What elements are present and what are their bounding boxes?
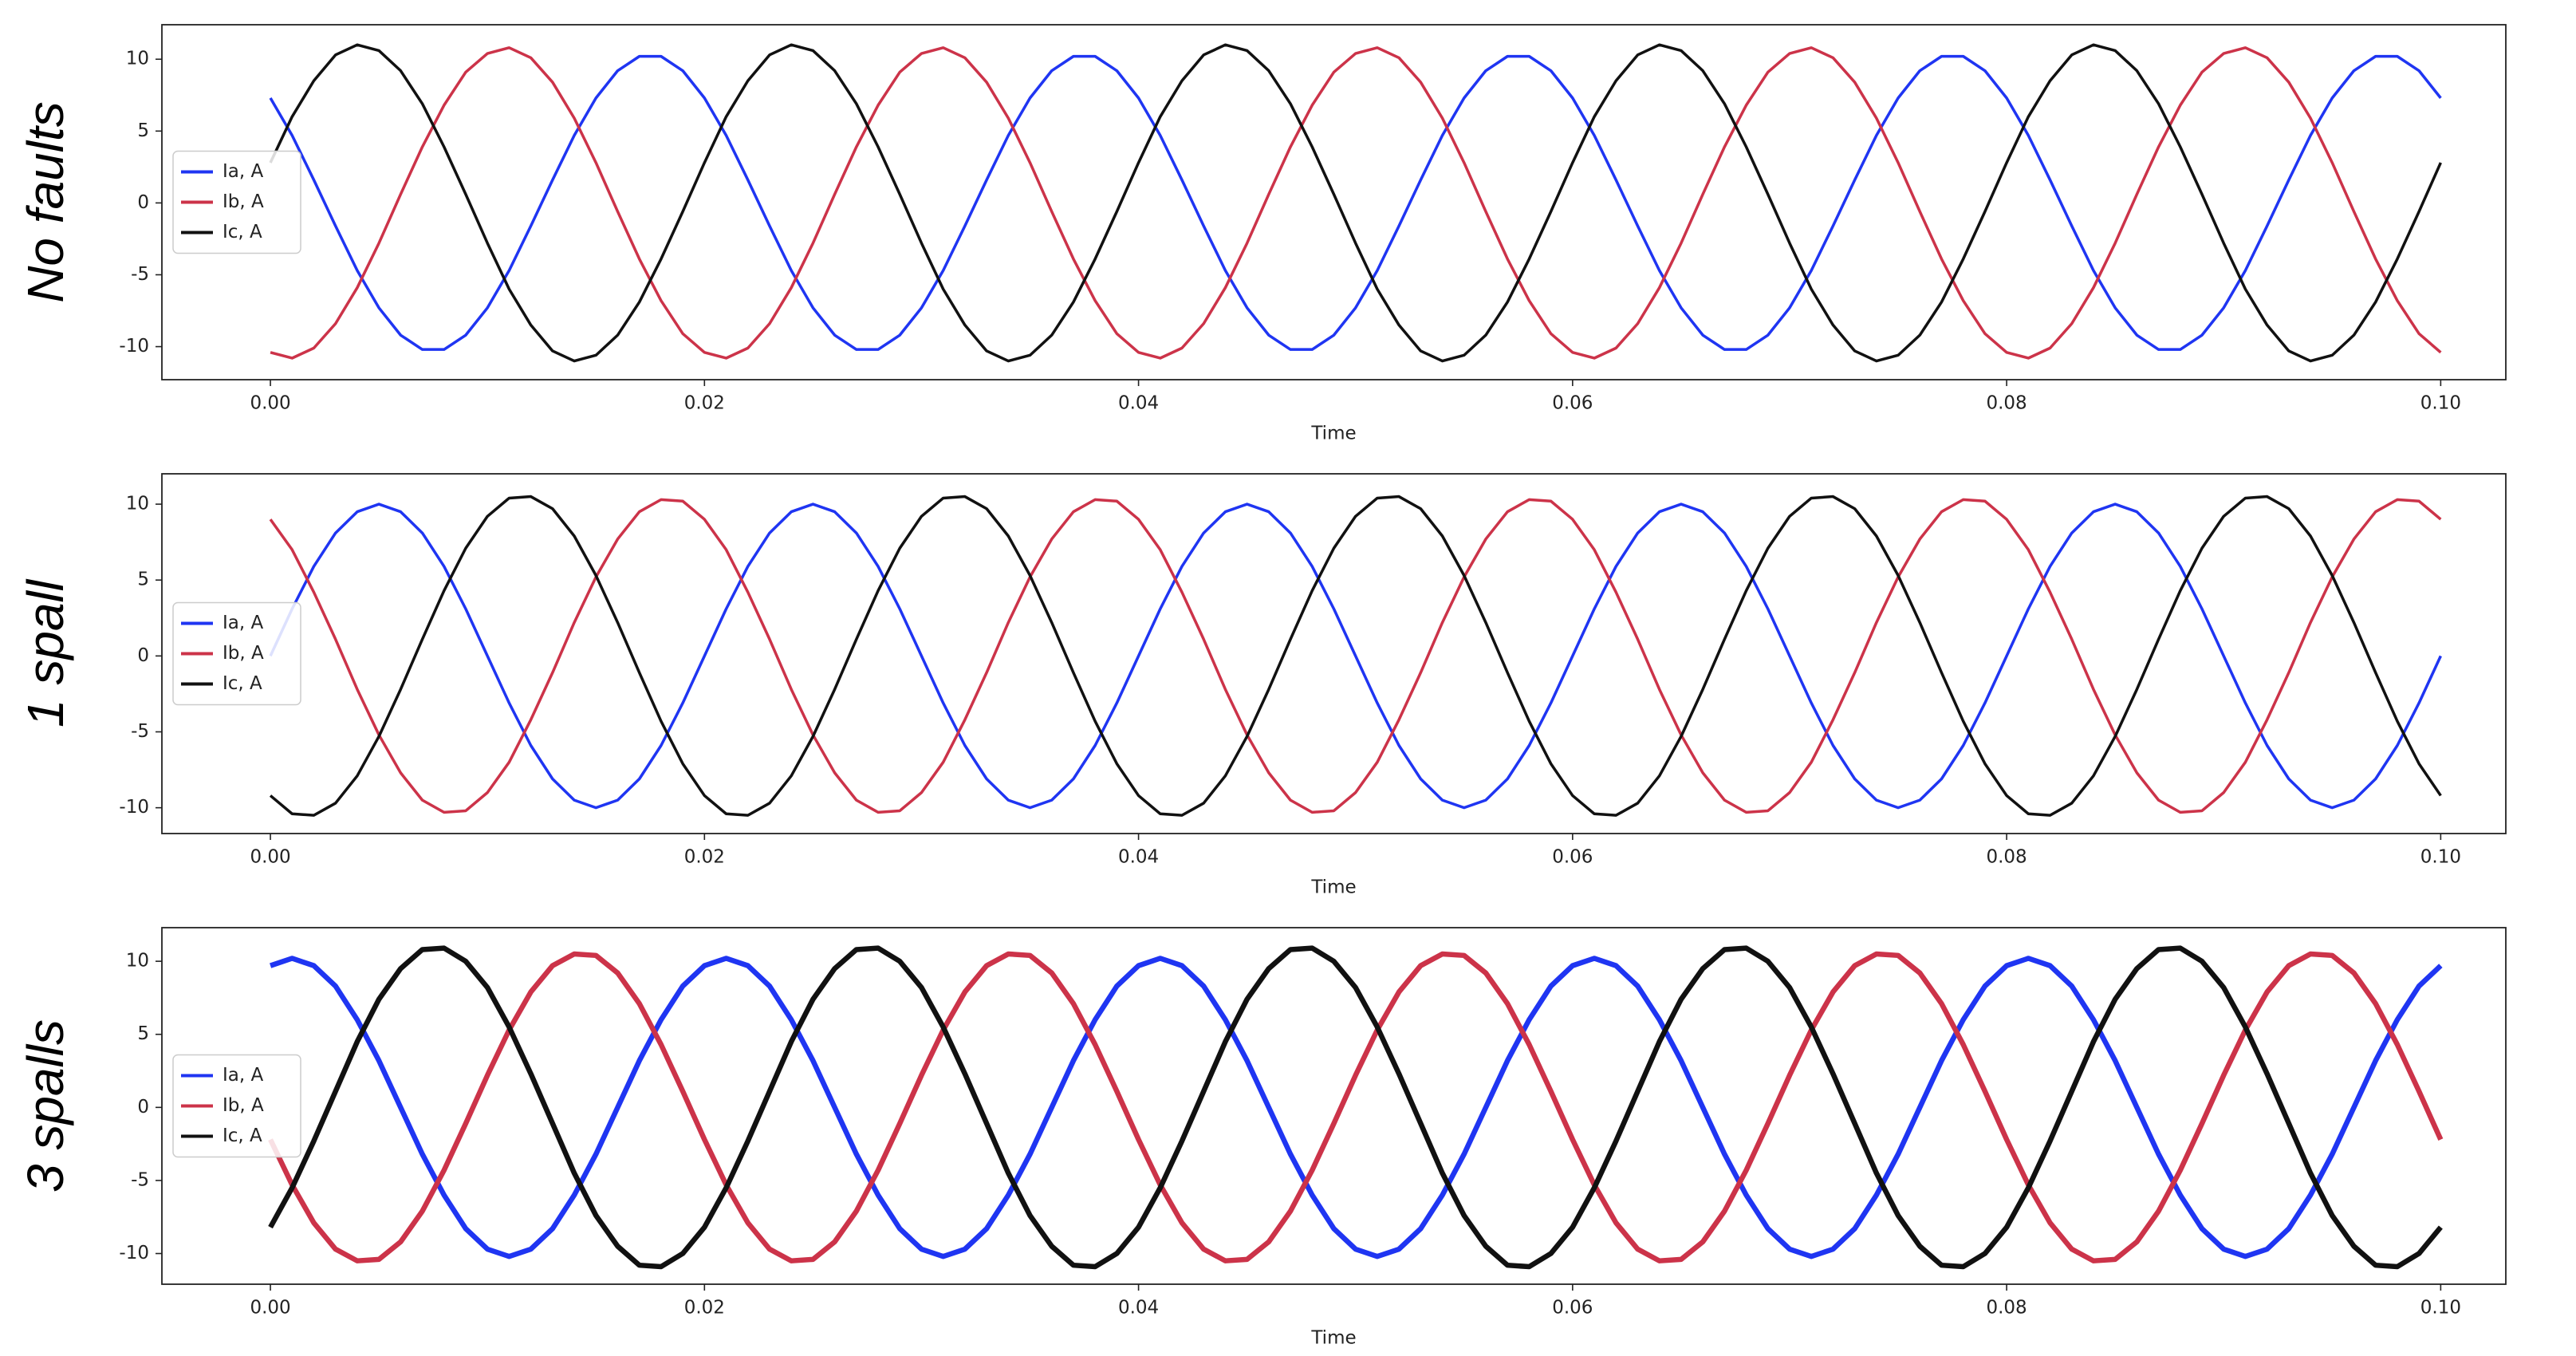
x-tick-label: 0.04: [1118, 1298, 1159, 1319]
y-tick-label: -5: [131, 1169, 149, 1190]
y-tick-label: 0: [137, 645, 149, 666]
x-axis-label: Time: [1310, 1328, 1356, 1349]
y-tick-label: 10: [126, 494, 149, 514]
legend-label: Ia, A: [223, 161, 263, 182]
y-axis-label: 1 spall: [17, 578, 74, 727]
x-tick-label: 0.04: [1118, 847, 1159, 868]
series-line: [269, 498, 2442, 814]
y-tick-label: -5: [131, 264, 149, 285]
series-line: [268, 951, 2444, 1263]
series-line: [269, 503, 2442, 810]
x-tick-label: 0.06: [1552, 847, 1593, 868]
x-tick-label: 0.06: [1552, 393, 1593, 414]
legend-label: Ic, A: [223, 673, 262, 694]
y-tick-label: 5: [137, 1023, 149, 1044]
series-line: [269, 495, 2442, 817]
y-tick-label: -10: [119, 336, 149, 357]
x-tick-label: 0.04: [1118, 393, 1159, 414]
series-line: [270, 46, 2442, 360]
x-axis-label: Time: [1310, 877, 1356, 898]
legend-label: Ib, A: [223, 191, 264, 212]
x-tick-label: 0.00: [250, 847, 290, 868]
x-axis-label: Time: [1310, 424, 1356, 444]
series-line: [269, 43, 2442, 363]
y-tick-label: -10: [119, 1243, 149, 1263]
y-axis-label: 3 spalls: [17, 1019, 74, 1192]
legend-box: [172, 1054, 301, 1158]
y-tick-label: 0: [137, 1097, 149, 1118]
x-tick-label: 0.00: [250, 393, 290, 414]
x-tick-label: 0.08: [1986, 1298, 2027, 1319]
y-tick-label: -5: [131, 721, 149, 742]
legend-label: Ib, A: [223, 643, 264, 664]
x-tick-label: 0.10: [2420, 1298, 2461, 1319]
x-tick-label: 0.10: [2420, 393, 2461, 414]
x-tick-label: 0.06: [1552, 1298, 1593, 1319]
y-axis-label: No faults: [17, 101, 74, 303]
legend-box: [172, 601, 301, 706]
x-tick-label: 0.08: [1986, 393, 2027, 414]
legend-label: Ic, A: [223, 222, 262, 242]
series-line: [269, 54, 2442, 351]
plot-frame: [161, 24, 2507, 380]
series-line: [270, 956, 2443, 1259]
legend-label: Ic, A: [223, 1125, 262, 1146]
plot-frame: [161, 473, 2507, 834]
y-tick-label: 10: [126, 49, 149, 69]
plot-frame: [161, 927, 2507, 1285]
y-tick-label: 0: [137, 192, 149, 213]
x-tick-label: 0.02: [684, 847, 725, 868]
x-tick-label: 0.00: [250, 1298, 290, 1319]
x-tick-label: 0.02: [684, 1298, 725, 1319]
legend-label: Ia, A: [223, 613, 263, 633]
legend-box: [172, 150, 301, 254]
y-tick-label: 5: [137, 570, 149, 590]
x-tick-label: 0.02: [684, 393, 725, 414]
y-tick-label: 5: [137, 120, 149, 141]
x-tick-label: 0.10: [2420, 847, 2461, 868]
x-tick-label: 0.08: [1986, 847, 2027, 868]
legend-label: Ib, A: [223, 1095, 264, 1116]
series-line: [268, 945, 2443, 1270]
y-tick-label: 10: [126, 951, 149, 972]
legend-label: Ia, A: [223, 1065, 263, 1086]
y-tick-label: -10: [119, 797, 149, 818]
